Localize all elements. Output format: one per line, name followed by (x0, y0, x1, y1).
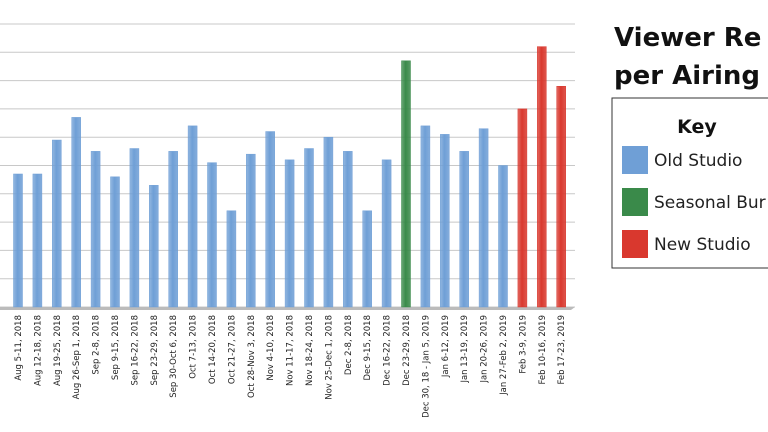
bar (420, 125, 431, 308)
x-tick-label: Aug 12-18, 2018 (33, 315, 43, 386)
x-tick-label: Oct 7-13, 2018 (189, 315, 199, 379)
bar (207, 162, 217, 308)
bar (556, 86, 566, 308)
x-tick-label: Feb 3-9, 2019 (518, 315, 528, 374)
bar (304, 148, 314, 308)
x-tick-label: Oct 21-27, 2018 (227, 315, 237, 384)
x-tick-label: Aug 19-25, 2018 (53, 315, 63, 386)
x-tick-label: Jan 6-12, 2019 (441, 315, 451, 378)
bar (381, 159, 392, 308)
bar (440, 134, 450, 308)
bar (517, 108, 528, 308)
x-tick-label: Oct 14-20, 2018 (208, 315, 218, 384)
legend-swatch (622, 188, 648, 216)
x-tick-label: Feb 10-16, 2019 (538, 315, 548, 385)
bar (168, 151, 178, 308)
x-tick-label: Dec 9-15, 2018 (363, 315, 373, 380)
x-tick-label: Sep 2-8, 2018 (92, 315, 102, 375)
x-tick-label: Oct 28-Nov 3, 2018 (247, 315, 257, 398)
legend-label: Seasonal Bur (654, 193, 766, 213)
x-tick-label: Dec 30, 18 - Jan 5, 2019 (421, 315, 431, 418)
bar (71, 117, 81, 308)
x-tick-label: Jan 13-19, 2019 (460, 315, 470, 384)
bar (246, 153, 256, 308)
legend-swatch (622, 146, 648, 174)
x-tick-label: Nov 11-17, 2018 (286, 315, 296, 386)
bar (478, 128, 489, 308)
bar (149, 185, 159, 308)
x-tick-label: Sep 23-29, 2018 (150, 315, 160, 385)
x-tick-label: Dec 16-22, 2018 (383, 315, 393, 386)
x-tick-label: Feb 17-23, 2019 (557, 315, 567, 385)
bar (537, 46, 547, 308)
bar (498, 165, 508, 308)
bar (110, 176, 120, 308)
bar (32, 173, 43, 308)
x-tick-label: Sep 30-Oct 6, 2018 (169, 315, 179, 398)
x-tick-label: Nov 18-24, 2018 (305, 315, 315, 386)
bar (265, 131, 275, 308)
legend-title: Key (677, 116, 717, 138)
legend-swatch (622, 230, 648, 258)
x-tick-label: Dec 23-29, 2018 (402, 315, 412, 386)
legend-label: Old Studio (654, 151, 742, 171)
x-tick-label: Nov 4-10, 2018 (266, 315, 276, 381)
bar (187, 125, 198, 308)
bar (362, 210, 372, 308)
chart-title: Viewer Re (614, 23, 761, 53)
bar (13, 173, 23, 308)
legend-label: New Studio (654, 235, 751, 255)
x-tick-label: Aug 5-11, 2018 (14, 315, 24, 381)
x-tick-label: Jan 27-Feb 2, 2019 (499, 315, 509, 396)
x-tick-label: Dec 2-8, 2018 (344, 315, 354, 375)
floor (0, 307, 575, 310)
chart-title: per Airing (614, 61, 760, 91)
bar (129, 148, 140, 308)
bar (459, 151, 469, 308)
bar (401, 60, 411, 308)
x-tick-label: Aug 26-Sep 1, 2018 (72, 315, 82, 399)
bar (284, 159, 295, 308)
bar (90, 151, 101, 308)
bar (343, 151, 353, 308)
x-tick-label: Jan 20-26, 2019 (480, 315, 490, 384)
bar (226, 210, 237, 308)
bar (323, 136, 334, 308)
x-tick-label: Nov 25-Dec 1, 2018 (324, 315, 334, 400)
x-tick-label: Sep 9-15, 2018 (111, 315, 121, 380)
bar (52, 139, 62, 308)
x-tick-label: Sep 16-22, 2018 (130, 315, 140, 385)
